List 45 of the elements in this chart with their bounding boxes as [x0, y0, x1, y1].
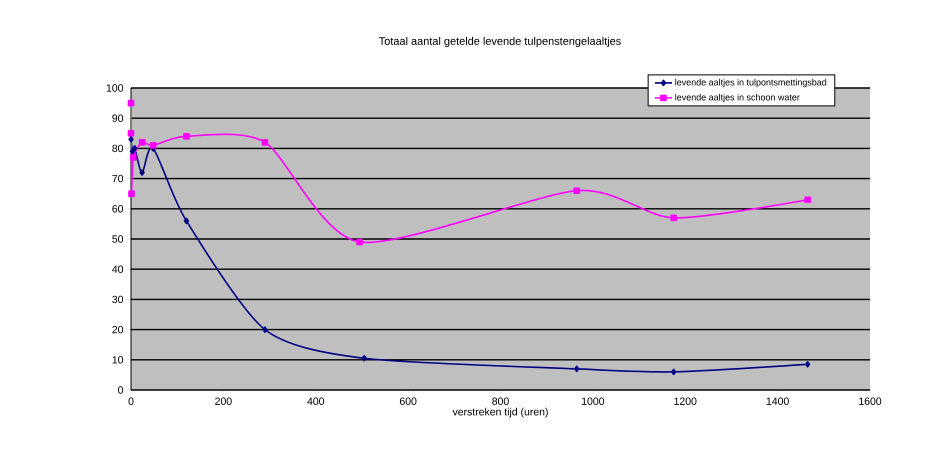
y-tick-label: 70: [112, 174, 124, 182]
point: [573, 187, 580, 194]
y-tick-label: 20: [112, 326, 124, 334]
y-tick-label: 90: [112, 114, 124, 122]
x-tick-label: 0: [128, 398, 134, 405]
x-tick-label: 1000: [582, 398, 604, 405]
point: [130, 154, 137, 161]
point: [574, 366, 580, 372]
legend-label: levende aaltjes in schoon water: [675, 94, 800, 102]
x-tick-label: 1200: [674, 398, 696, 405]
point: [804, 361, 810, 368]
x-tick-label: 600: [400, 398, 416, 405]
point: [139, 169, 145, 176]
x-tick-label: 800: [492, 398, 509, 405]
point: [150, 142, 156, 149]
point: [262, 139, 268, 146]
y-tick-label: 100: [106, 84, 124, 92]
point: [128, 190, 135, 197]
point: [804, 196, 811, 204]
y-tick-label: 40: [112, 266, 124, 273]
point: [184, 218, 190, 224]
y-tick-label: 50: [112, 235, 124, 243]
legend-label: levende aaltjes in tulpontsmettingsbad: [675, 78, 826, 88]
y-tick-label: 30: [112, 296, 124, 304]
point: [670, 214, 678, 222]
point: [132, 145, 138, 152]
x-tick-label: 1400: [766, 398, 789, 405]
point: [128, 100, 134, 106]
x-tick-label: 400: [307, 398, 324, 405]
point: [262, 326, 268, 333]
y-tick-label: 10: [112, 356, 124, 364]
point: [356, 238, 363, 246]
y-tick-label: 80: [112, 144, 124, 152]
y-tick-label: 60: [112, 205, 124, 213]
point: [128, 136, 134, 143]
x-tick-label: 200: [215, 398, 232, 405]
chart-title: Totaal aantal getelde levende tulpenstengelaaltjes: [379, 36, 621, 48]
point: [183, 133, 190, 140]
point: [671, 368, 676, 376]
x-tick-label: 1600: [859, 398, 882, 405]
point: [138, 139, 146, 146]
y-tick-label: 0: [118, 386, 124, 394]
point: [362, 354, 367, 362]
point: [128, 130, 134, 137]
x-axis-title: verstreken tijd (uren): [452, 408, 548, 418]
